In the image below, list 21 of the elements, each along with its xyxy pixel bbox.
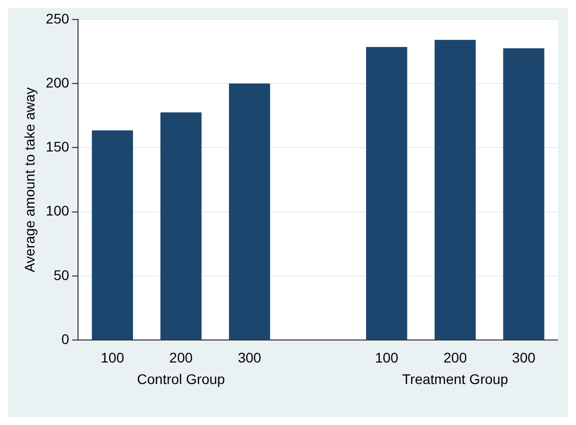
y-tick-label: 150: [46, 138, 70, 155]
y-tick-label: 200: [46, 74, 70, 90]
x-tick-label: 200: [443, 349, 468, 366]
bar: [228, 84, 270, 340]
text: Control Group: [137, 371, 226, 388]
bar: [503, 48, 544, 340]
bar: [434, 40, 476, 340]
y-tick-label: 50: [54, 266, 70, 283]
x-tick-label: 200: [169, 349, 193, 366]
x-tick-label: 300: [512, 349, 536, 366]
y-axis-title: Average amount to take away: [21, 87, 38, 272]
text: Treatment Group: [402, 371, 508, 388]
x-tick-label: 100: [100, 349, 124, 366]
bar: [366, 46, 408, 340]
y-tick-label: 0: [61, 331, 70, 348]
x-tick-label: 100: [374, 349, 399, 366]
bar: [92, 130, 133, 340]
y-tick-label: 250: [46, 10, 70, 26]
y-tick-label: 100: [46, 202, 70, 219]
x-tick-label: 300: [238, 349, 262, 366]
bar: [160, 112, 202, 340]
